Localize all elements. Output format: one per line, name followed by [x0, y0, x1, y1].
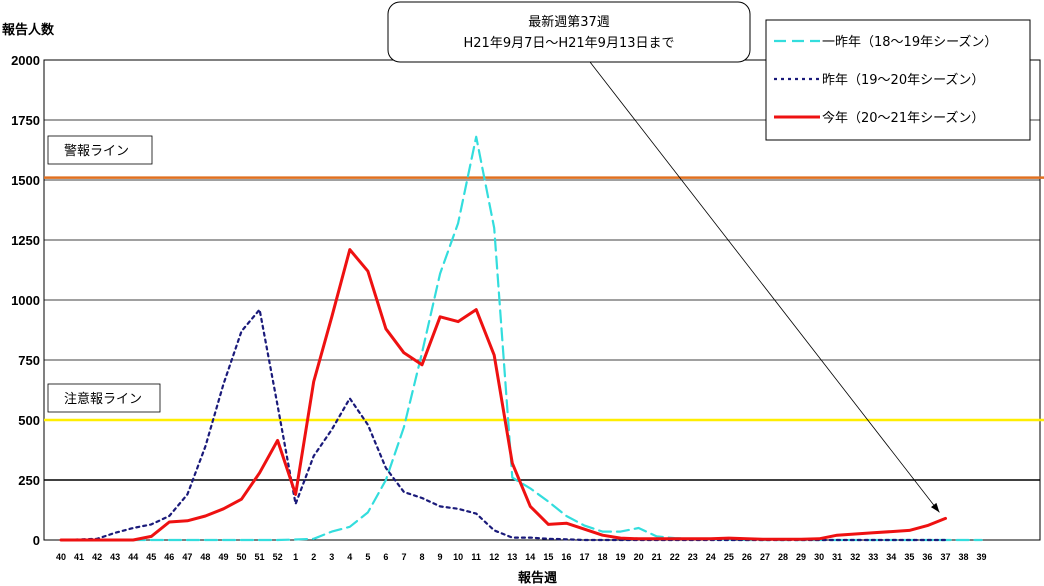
legend: 一昨年（18～19年シーズン） 昨年（19～20年シーズン） 今年（20～21年シー… [765, 19, 1031, 141]
x-tick-label: 50 [236, 552, 246, 562]
x-tick-label: 26 [742, 552, 752, 562]
x-axis-label: 報告週 [518, 570, 557, 586]
x-tick-label: 9 [438, 552, 443, 562]
annotation-box [387, 1, 751, 63]
x-tick-label: 20 [634, 552, 644, 562]
x-tick-label: 30 [814, 552, 824, 562]
x-tick-label: 22 [670, 552, 680, 562]
x-tick-label: 3 [329, 552, 334, 562]
x-tick-label: 37 [940, 552, 950, 562]
x-tick-label: 28 [778, 552, 788, 562]
x-tick-label: 8 [419, 552, 424, 562]
x-tick-label: 2 [311, 552, 316, 562]
x-tick-label: 18 [597, 552, 607, 562]
x-tick-label: 48 [200, 552, 210, 562]
x-tick-label: 39 [977, 552, 987, 562]
x-tick-label: 17 [579, 552, 589, 562]
x-tick-label: 7 [401, 552, 406, 562]
x-tick-label: 27 [760, 552, 770, 562]
x-tick-label: 46 [164, 552, 174, 562]
x-tick-label: 29 [796, 552, 806, 562]
x-tick-label: 4 [347, 552, 352, 562]
x-tick-label: 41 [74, 552, 84, 562]
y-tick-label: 2000 [11, 53, 40, 68]
x-tick-label: 51 [255, 552, 265, 562]
y-tick-label: 500 [18, 413, 40, 428]
annotation-line-2: H21年9月7日～H21年9月13日まで [464, 36, 675, 51]
x-tick-label: 19 [616, 552, 626, 562]
x-tick-label: 49 [218, 552, 228, 562]
annotation: 最新週第37週 H21年9月7日～H21年9月13日まで [387, 1, 940, 513]
x-tick-label: 40 [56, 552, 66, 562]
x-tick-label: 14 [525, 552, 535, 562]
x-tick-label: 47 [182, 552, 192, 562]
y-ticks: 0 250 500 750 1000 1250 1500 1750 2000 [11, 53, 40, 548]
x-tick-label: 11 [471, 552, 481, 562]
x-tick-label: 25 [724, 552, 734, 562]
series-line [59, 135, 983, 542]
x-tick-label: 10 [453, 552, 463, 562]
x-tick-label: 36 [922, 552, 932, 562]
y-tick-label: 750 [18, 353, 40, 368]
y-tick-label: 1000 [11, 293, 40, 308]
x-tick-label: 21 [652, 552, 662, 562]
y-tick-label: 0 [33, 533, 40, 548]
x-ticks: 40 41 42 43 44 45 46 47 48 49 50 51 52 1 2 3 4 5 6 7 8 9 10 11 1… [56, 552, 987, 562]
x-tick-label: 35 [904, 552, 914, 562]
series-line [59, 308, 947, 542]
x-tick-label: 52 [273, 552, 283, 562]
x-tick-label: 12 [489, 552, 499, 562]
x-tick-label: 38 [958, 552, 968, 562]
y-axis-label: 報告人数 [2, 22, 55, 38]
y-tick-label: 1500 [11, 173, 40, 188]
x-tick-label: 42 [92, 552, 102, 562]
x-tick-label: 33 [868, 552, 878, 562]
x-tick-label: 32 [850, 552, 860, 562]
annotation-arrowhead [930, 502, 940, 513]
series-lines [59, 135, 983, 542]
reference-label: 警報ライン [64, 143, 129, 159]
x-tick-label: 15 [543, 552, 553, 562]
x-tick-label: 16 [561, 552, 571, 562]
annotation-line-1: 最新週第37週 [528, 14, 610, 30]
reference-label: 注意報ライン [64, 391, 142, 407]
x-tick-label: 23 [688, 552, 698, 562]
x-tick-label: 45 [146, 552, 156, 562]
reference-label-box [47, 383, 161, 413]
x-tick-label: 6 [383, 552, 388, 562]
reference-label-box [47, 135, 153, 165]
x-tick-label: 34 [886, 552, 896, 562]
legend-label: 一昨年（18～19年シーズン） [822, 34, 997, 50]
legend-label: 今年（20～21年シーズン） [822, 110, 984, 126]
series-line [59, 248, 947, 542]
x-tick-label: 44 [128, 552, 138, 562]
x-tick-label: 5 [365, 552, 370, 562]
y-tick-label: 1250 [11, 233, 40, 248]
annotation-arrow [589, 61, 940, 513]
x-tick-label: 31 [832, 552, 842, 562]
y-tick-label: 250 [18, 473, 40, 488]
legend-label: 昨年（19～20年シーズン） [822, 72, 984, 88]
x-tick-label: 1 [293, 552, 298, 562]
y-tick-label: 1750 [11, 113, 40, 128]
x-tick-label: 43 [110, 552, 120, 562]
x-tick-label: 13 [507, 552, 517, 562]
x-tick-label: 24 [706, 552, 716, 562]
